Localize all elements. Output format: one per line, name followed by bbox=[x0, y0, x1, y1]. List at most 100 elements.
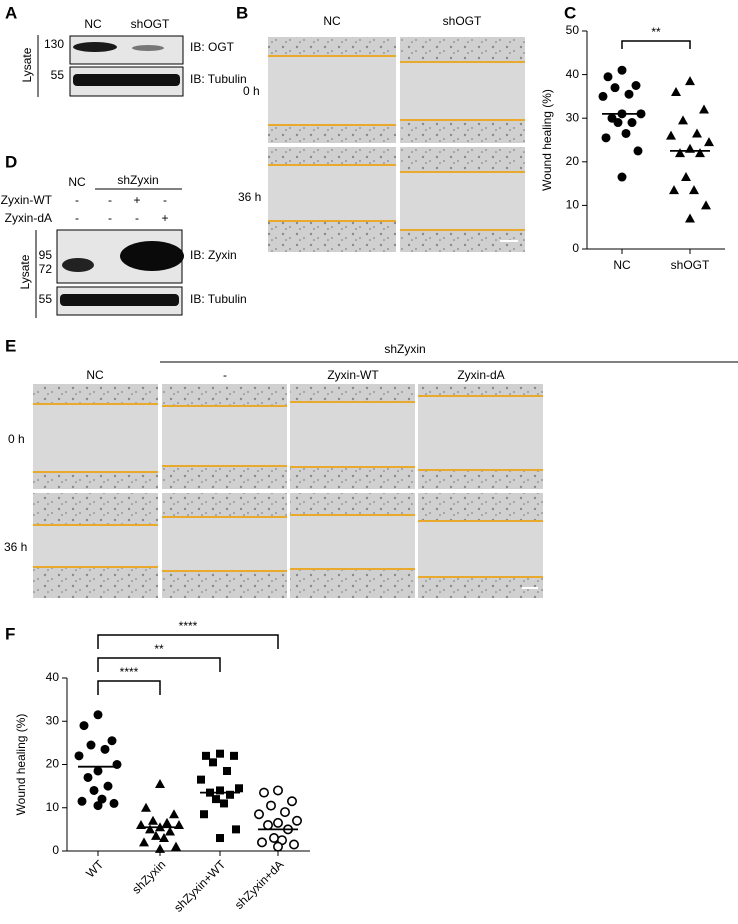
data-point bbox=[209, 758, 217, 767]
data-point bbox=[226, 790, 234, 799]
data-point bbox=[162, 817, 172, 827]
panel-label: F bbox=[5, 624, 15, 643]
band bbox=[120, 241, 184, 271]
row-label: 36 h bbox=[238, 190, 261, 204]
panel-label: D bbox=[5, 152, 17, 171]
data-point bbox=[701, 200, 711, 210]
column-label: Zyxin-dA bbox=[457, 368, 504, 382]
wound-area bbox=[290, 402, 415, 467]
mw-label: 72 bbox=[39, 262, 53, 276]
treatment-mark: - bbox=[163, 193, 167, 207]
images-e: shZyxin NC - Zyxin-WT Zyxin-dA 0 h 36 h bbox=[4, 342, 738, 598]
x-tick-label: NC bbox=[613, 258, 631, 272]
data-point bbox=[286, 796, 297, 807]
wound-area bbox=[162, 517, 287, 571]
treatment-mark: - bbox=[75, 193, 79, 207]
data-point bbox=[216, 749, 224, 758]
data-point bbox=[627, 118, 637, 128]
wound-area bbox=[268, 56, 396, 125]
treatment-mark: - bbox=[75, 211, 79, 225]
data-point bbox=[93, 801, 103, 811]
y-tick-label: 50 bbox=[566, 23, 580, 37]
wound-area bbox=[162, 406, 287, 466]
data-point bbox=[216, 834, 224, 843]
data-point bbox=[258, 787, 269, 798]
data-point bbox=[202, 751, 210, 760]
data-point bbox=[681, 172, 691, 182]
column-label: NC bbox=[323, 14, 341, 28]
y-tick-label: 30 bbox=[46, 713, 60, 727]
data-point bbox=[109, 798, 119, 808]
data-point bbox=[603, 72, 613, 82]
data-point bbox=[169, 809, 179, 819]
data-point bbox=[633, 146, 643, 156]
column-label: NC bbox=[86, 368, 104, 382]
data-point bbox=[621, 128, 631, 138]
data-point bbox=[200, 810, 208, 819]
y-tick-label: 0 bbox=[52, 843, 59, 857]
significance-bracket bbox=[621, 40, 691, 49]
data-point bbox=[79, 721, 89, 731]
data-point bbox=[235, 784, 243, 793]
row-label: Zyxin-WT bbox=[1, 193, 53, 207]
treatment-mark: - bbox=[135, 211, 139, 225]
x-tick-label: WT bbox=[83, 857, 107, 881]
data-point bbox=[103, 781, 113, 791]
data-point bbox=[97, 794, 107, 804]
panel-label: A bbox=[5, 3, 17, 22]
data-point bbox=[669, 185, 679, 195]
significance-bracket bbox=[97, 657, 221, 672]
significance-label: ** bbox=[651, 25, 661, 39]
data-point bbox=[220, 799, 228, 808]
data-point bbox=[230, 751, 238, 760]
data-point bbox=[216, 786, 224, 795]
lane-label: NC bbox=[68, 175, 86, 189]
y-tick-label: 40 bbox=[566, 67, 580, 81]
data-point bbox=[692, 128, 702, 138]
data-point bbox=[141, 802, 151, 812]
group-label: shZyxin bbox=[384, 342, 425, 356]
mw-label: 55 bbox=[39, 292, 53, 306]
significance-label: ** bbox=[154, 642, 164, 656]
data-point bbox=[699, 104, 709, 114]
data-point bbox=[139, 837, 149, 847]
x-tick-label: shZyxin+WT bbox=[171, 857, 229, 915]
y-axis-label: Wound healing (%) bbox=[14, 714, 28, 816]
data-point bbox=[288, 839, 299, 850]
data-point bbox=[171, 841, 181, 851]
y-tick-label: 20 bbox=[566, 154, 580, 168]
y-tick-label: 20 bbox=[46, 757, 60, 771]
data-point bbox=[262, 820, 273, 831]
ib-label: IB: OGT bbox=[190, 40, 235, 54]
side-label: Lysate bbox=[18, 254, 32, 289]
band bbox=[132, 45, 164, 51]
data-point bbox=[223, 766, 231, 775]
data-point bbox=[601, 133, 611, 143]
panel-label: C bbox=[564, 3, 576, 22]
data-point bbox=[624, 89, 634, 99]
band bbox=[73, 42, 117, 52]
data-point bbox=[279, 807, 290, 818]
data-point bbox=[685, 76, 695, 86]
data-point bbox=[704, 137, 714, 147]
data-point bbox=[93, 766, 103, 776]
data-point bbox=[666, 130, 676, 140]
y-tick-label: 30 bbox=[566, 110, 580, 124]
mw-label: 55 bbox=[51, 68, 65, 82]
data-point bbox=[232, 825, 240, 834]
data-point bbox=[291, 815, 302, 826]
x-tick-label: shOGT bbox=[671, 258, 710, 272]
data-point bbox=[148, 815, 158, 825]
column-label: Zyxin-WT bbox=[327, 368, 379, 382]
row-label: Zyxin-dA bbox=[5, 211, 52, 225]
data-point bbox=[159, 833, 169, 843]
data-point bbox=[689, 185, 699, 195]
significance-bracket bbox=[97, 680, 161, 695]
ib-label: IB: Tubulin bbox=[190, 292, 247, 306]
treatment-marks: - - + - - - - + bbox=[75, 193, 169, 225]
treatment-mark: + bbox=[133, 193, 140, 207]
wound-area bbox=[400, 172, 525, 230]
data-point bbox=[197, 775, 205, 784]
data-point bbox=[610, 83, 620, 93]
